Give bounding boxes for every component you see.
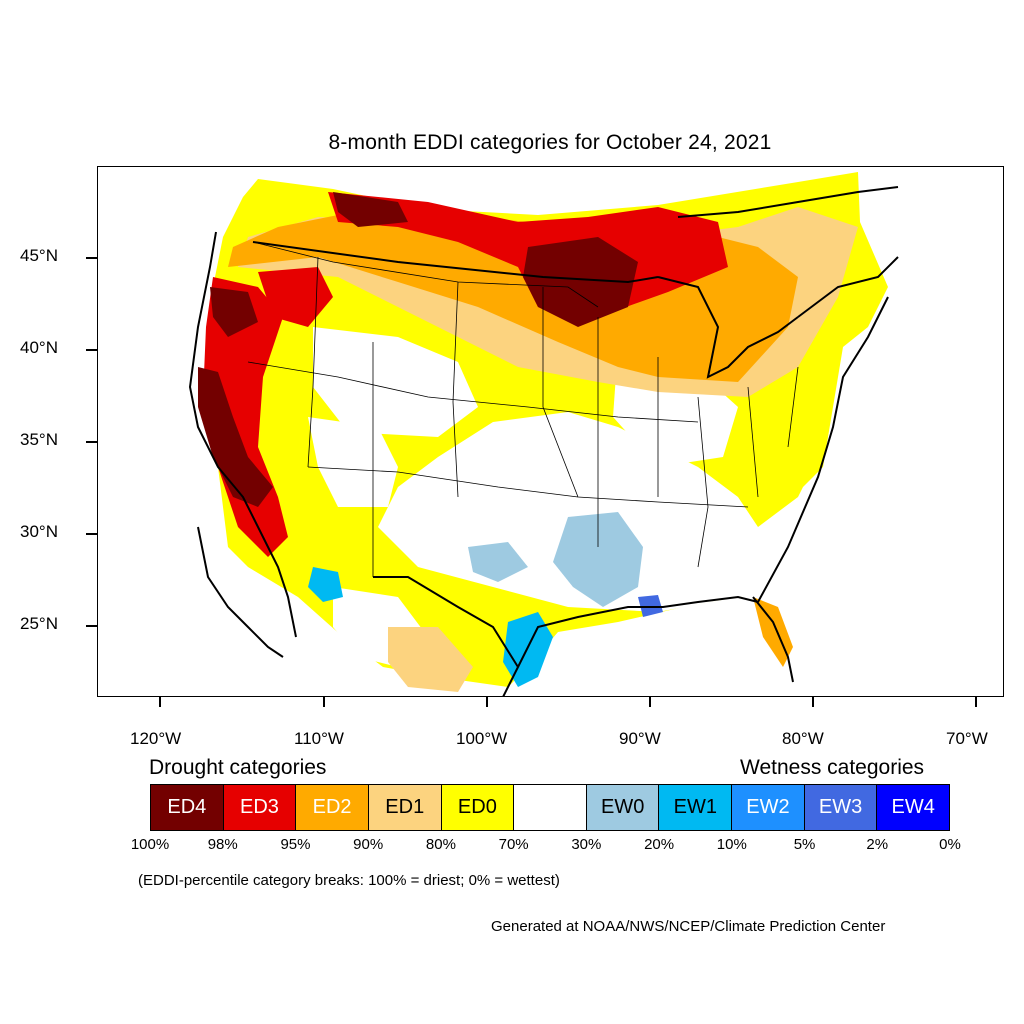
legend-note: (EDDI-percentile category breaks: 100% =… [138,872,560,889]
legend-pct: 5% [793,836,816,853]
lon-label-110w: 110°W [294,729,344,748]
lat-label-40: 40°N [20,338,58,357]
legend-swatch-ed4: ED4 [151,785,224,830]
data-region-ew0-texas [468,542,528,582]
lat-tick-30 [86,533,97,535]
map-title: 8-month EDDI categories for October 24, … [328,131,772,154]
legend-pct: 2% [866,836,889,853]
lat-tick-45 [86,257,97,259]
legend-percentiles: 100% 98% 95% 90% 80% 70% 30% 20% 10% 5% … [131,836,961,856]
lon-label-100w: 100°W [456,729,508,748]
legend-pct: 98% [207,836,238,853]
data-region-ew1-mexico [308,567,343,602]
lat-label-30: 30°N [20,522,58,541]
map-frame [97,166,1004,697]
legend-swatch-ew0: EW0 [586,785,660,830]
legend-swatch-ed2: ED2 [296,785,369,830]
legend-swatch-ew2: EW2 [732,785,805,830]
data-region-ed4-northwest [210,287,258,337]
legend-swatch-ew1: EW1 [659,785,733,830]
legend-swatch-ed0: ED0 [441,785,515,830]
data-region-ew1-coast [503,612,553,687]
legend-drought-title: Drought categories [149,756,327,779]
lon-tick-110w [323,697,325,707]
legend-swatch-ed1: ED1 [368,785,442,830]
lon-label-80w: 80°W [782,729,824,748]
lat-label-35: 35°N [20,430,58,449]
legend-pct: 70% [498,836,529,853]
lon-tick-120w [159,697,161,707]
lat-tick-35 [86,441,97,443]
white-plains [313,327,478,437]
data-region-ed3-northwest [258,267,333,327]
lon-label-120w: 120°W [130,729,182,748]
legend-wetness-title: Wetness categories [740,756,925,779]
legend-pct: 20% [644,836,675,853]
legend-pct: 90% [353,836,384,853]
legend-swatch-ew4: EW4 [877,785,950,830]
legend-swatch-ed3: ED3 [223,785,297,830]
eddi-map [188,172,899,696]
data-region-ed1-mexico [388,627,473,692]
lon-tick-90w [649,697,651,707]
data-region-ed4-northwest-canada [333,192,408,227]
lat-tick-25 [86,625,97,627]
coastlines [188,186,899,696]
legend-pct: 0% [939,836,961,853]
lon-label-70w: 70°W [946,729,988,748]
legend-pct: 30% [571,836,602,853]
data-region-ed2-florida [753,597,793,667]
lon-tick-70w [975,697,977,707]
state-boundaries [247,241,799,577]
lon-tick-100w [486,697,488,707]
lon-tick-80w [812,697,814,707]
legend-swatch-ew3: EW3 [804,785,878,830]
data-region-ed4-north [523,237,638,327]
legend-pct: 80% [425,836,456,853]
credit-line: Generated at NOAA/NWS/NCEP/Climate Predi… [491,918,886,935]
lat-tick-40 [86,349,97,351]
legend-pct: 100% [130,836,170,853]
legend-colorbar: ED4 ED3 ED2 ED1 ED0 EW0 EW1 EW2 EW3 EW4 [150,784,950,831]
data-region-ed4-west [198,367,273,507]
legend-swatch-normal [514,785,587,830]
data-region-ew0-gulf [553,512,643,607]
legend-pct: 95% [280,836,311,853]
lon-label-90w: 90°W [619,729,661,748]
lat-label-45: 45°N [20,246,58,265]
legend-pct: 10% [716,836,747,853]
white-southwest [308,417,398,507]
lat-label-25: 25°N [20,614,58,633]
